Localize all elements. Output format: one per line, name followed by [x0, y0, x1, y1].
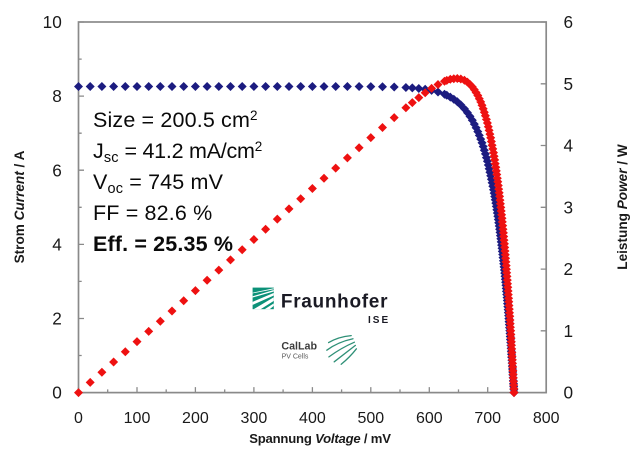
svg-text:3: 3 — [564, 197, 574, 217]
svg-text:4: 4 — [564, 136, 574, 156]
svg-text:1: 1 — [564, 321, 574, 341]
svg-text:4: 4 — [52, 235, 62, 255]
svg-text:0: 0 — [74, 410, 83, 427]
svg-text:400: 400 — [299, 410, 326, 427]
svg-text:0: 0 — [52, 383, 62, 403]
svg-text:500: 500 — [357, 410, 384, 427]
svg-text:Leistung Power / W: Leistung Power / W — [615, 144, 630, 270]
svg-text:300: 300 — [241, 410, 268, 427]
svg-text:CalLab: CalLab — [281, 340, 317, 352]
svg-text:8: 8 — [52, 86, 62, 106]
svg-text:2: 2 — [52, 309, 62, 329]
svg-text:Voc = 745 mV: Voc = 745 mV — [93, 170, 224, 197]
svg-text:Eff. = 25.35 %: Eff. = 25.35 % — [93, 232, 233, 256]
svg-text:Spannung Voltage / mV: Spannung Voltage / mV — [249, 431, 391, 446]
svg-text:700: 700 — [474, 410, 501, 427]
svg-text:ISE: ISE — [368, 315, 390, 326]
svg-text:600: 600 — [416, 410, 443, 427]
svg-text:2: 2 — [564, 259, 574, 279]
svg-text:FF = 82.6 %: FF = 82.6 % — [93, 201, 212, 225]
svg-text:6: 6 — [564, 12, 574, 32]
svg-text:100: 100 — [124, 410, 151, 427]
svg-text:10: 10 — [43, 12, 62, 32]
svg-text:Jsc = 41.2 mA/cm2: Jsc = 41.2 mA/cm2 — [93, 139, 262, 166]
svg-text:6: 6 — [52, 160, 62, 180]
svg-text:Strom Current / A: Strom Current / A — [12, 150, 27, 263]
svg-text:200: 200 — [182, 410, 209, 427]
svg-text:PV Cells: PV Cells — [282, 353, 309, 360]
svg-text:5: 5 — [564, 74, 574, 94]
svg-text:Fraunhofer: Fraunhofer — [281, 292, 388, 313]
svg-text:800: 800 — [533, 410, 560, 427]
svg-text:Size = 200.5 cm2: Size = 200.5 cm2 — [93, 108, 258, 132]
svg-text:0: 0 — [564, 383, 574, 403]
